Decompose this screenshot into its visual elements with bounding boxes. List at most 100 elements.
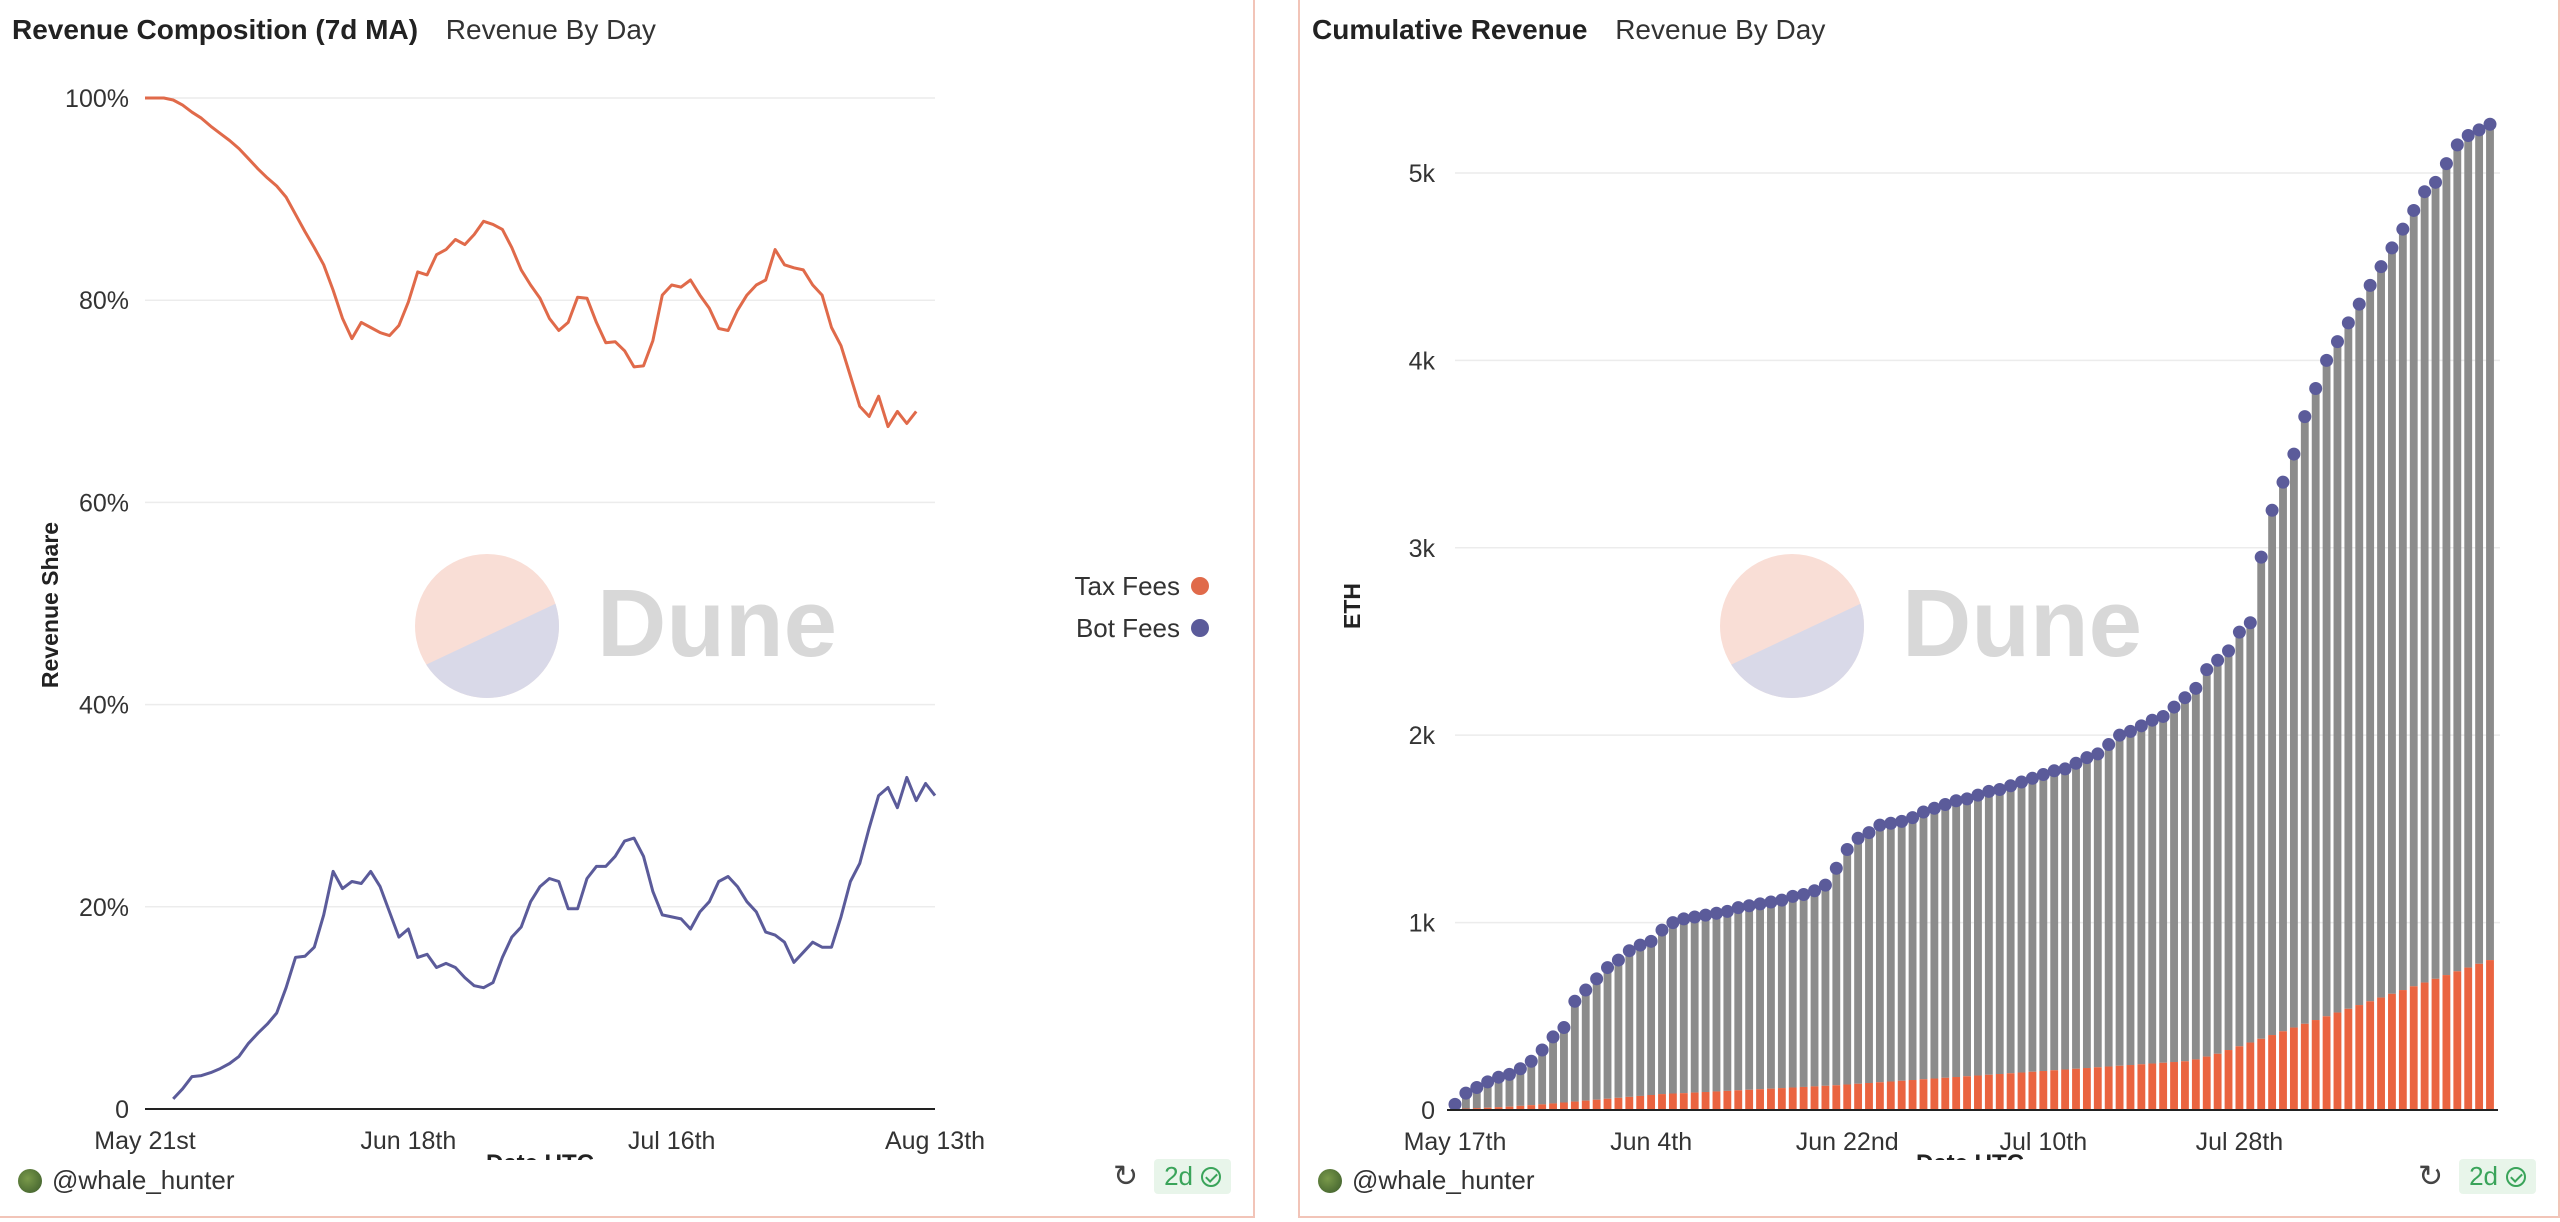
- bar-tax-fees: [2366, 1001, 2375, 1110]
- bar-tax-fees: [2148, 1063, 2157, 1110]
- bar-tax-fees: [1843, 1084, 1852, 1110]
- y-tick-label: 80%: [79, 287, 129, 315]
- cumulative-point: [1546, 1030, 1560, 1044]
- bar-tax-fees: [2159, 1062, 2168, 1110]
- cumulative-point: [1557, 1021, 1571, 1035]
- bar-bot-fees: [1647, 941, 1656, 1096]
- bar-bot-fees: [1843, 849, 1852, 1085]
- refresh-icon[interactable]: ↻: [1112, 1160, 1139, 1193]
- bar-bot-fees: [1603, 967, 1612, 1099]
- cumulative-point: [2069, 756, 2083, 770]
- bar-bot-fees: [1636, 945, 1645, 1096]
- bar-tax-fees: [2202, 1056, 2211, 1110]
- bar-bot-fees: [1745, 905, 1754, 1090]
- y-axis-label: ETH: [1339, 583, 1365, 629]
- cumulative-revenue-panel: Cumulative Revenue Revenue By Day 0 1k 2k 3…: [1298, 0, 2560, 1218]
- bar-bot-fees: [2061, 768, 2070, 1070]
- cumulative-point: [1644, 934, 1658, 948]
- chart-title: Revenue Composition (7d MA): [12, 14, 419, 45]
- bar-bot-fees: [2104, 744, 2113, 1067]
- bar-bot-fees: [1549, 1036, 1557, 1104]
- y-tick-label: 40%: [79, 692, 129, 720]
- cumulative-point: [1786, 889, 1800, 903]
- bar-bot-fees: [1712, 913, 1721, 1092]
- cumulative-point: [2418, 185, 2432, 199]
- bar-tax-fees: [2170, 1062, 2178, 1110]
- bar-bot-fees: [2311, 388, 2320, 1021]
- author-link[interactable]: @whale_hunter: [18, 1165, 235, 1196]
- bar-bot-fees: [1734, 907, 1743, 1091]
- cumulative-point: [1720, 904, 1734, 918]
- cumulative-point: [1884, 816, 1898, 830]
- bar-bot-fees: [1560, 1027, 1568, 1103]
- bar-tax-fees: [1560, 1102, 1568, 1110]
- cumulative-point: [1448, 1097, 1462, 1111]
- bar-bot-fees: [2453, 144, 2462, 972]
- refresh-icon[interactable]: ↻: [2417, 1160, 2444, 1193]
- cumulative-point: [1906, 811, 1920, 825]
- cumulative-point: [1873, 818, 1887, 832]
- author-link[interactable]: @whale_hunter: [1318, 1165, 1535, 1196]
- bar-tax-fees: [2333, 1012, 2342, 1110]
- cumulative-point: [2211, 653, 2225, 667]
- bar-tax-fees: [1483, 1107, 1492, 1110]
- y-tick-label: 0: [115, 1096, 129, 1124]
- bar-tax-fees: [2115, 1065, 2124, 1110]
- freshness-label: 2d: [1164, 1161, 1193, 1191]
- x-tick-label: May 21st: [94, 1127, 195, 1155]
- bar-tax-fees: [1963, 1076, 1971, 1110]
- bar-tax-fees: [1919, 1079, 1928, 1110]
- bar-bot-fees: [1538, 1050, 1547, 1105]
- bar-bot-fees: [1952, 800, 1961, 1078]
- bar-tax-fees: [2181, 1061, 2189, 1110]
- bar-bot-fees: [2202, 669, 2211, 1057]
- bar-tax-fees: [2191, 1059, 2200, 1110]
- bar-bot-fees: [1592, 978, 1601, 1100]
- cumulative-point: [1492, 1070, 1506, 1084]
- bar-tax-fees: [1592, 1099, 1601, 1110]
- query-name-link[interactable]: Revenue By Day: [445, 14, 656, 45]
- bar-bot-fees: [1930, 808, 1939, 1079]
- freshness-badge[interactable]: 2d: [2459, 1159, 2536, 1194]
- bar-bot-fees: [2017, 782, 2026, 1073]
- bar-bot-fees: [1821, 885, 1830, 1086]
- bar-tax-fees: [1527, 1105, 1536, 1110]
- bar-tax-fees: [1668, 1093, 1677, 1110]
- cumulative-point: [2407, 203, 2421, 217]
- cumulative-point: [1666, 916, 1680, 930]
- bar-bot-fees: [1472, 1087, 1481, 1109]
- bar-tax-fees: [2377, 997, 2385, 1110]
- cumulative-point: [2352, 297, 2366, 311]
- cumulative-point: [1797, 887, 1811, 901]
- bar-tax-fees: [2409, 986, 2418, 1110]
- cumulative-point: [2025, 771, 2039, 785]
- y-axis-label: Revenue Share: [37, 522, 63, 688]
- bar-tax-fees: [1723, 1090, 1732, 1110]
- x-tick-label: Jul 16th: [628, 1127, 716, 1155]
- bar-tax-fees: [1570, 1101, 1579, 1110]
- query-name-link[interactable]: Revenue By Day: [1615, 14, 1826, 45]
- y-tick-label: 4k: [1409, 347, 1436, 375]
- cumulative-point: [2134, 719, 2148, 733]
- cumulative-point: [2287, 447, 2301, 461]
- bar-bot-fees: [1984, 791, 1993, 1075]
- cumulative-point: [2123, 724, 2137, 738]
- bar-tax-fees: [1995, 1074, 2004, 1110]
- cumulative-point: [1916, 805, 1930, 819]
- bar-bot-fees: [2464, 135, 2473, 968]
- bar-bot-fees: [2170, 707, 2178, 1063]
- bar-tax-fees: [2431, 978, 2440, 1110]
- bar-bot-fees: [2355, 304, 2364, 1006]
- cumulative-point: [1829, 861, 1843, 875]
- check-circle-icon: [1201, 1166, 1221, 1187]
- bar-tax-fees: [1821, 1085, 1830, 1110]
- cumulative-point: [1927, 801, 1941, 815]
- bar-tax-fees: [2311, 1020, 2320, 1110]
- bar-bot-fees: [2246, 622, 2255, 1043]
- revenue-composition-panel: Revenue Composition (7d MA) Revenue By D…: [0, 0, 1255, 1218]
- cumulative-point: [1655, 923, 1669, 937]
- cumulative-point: [2461, 128, 2475, 142]
- series-line-tax-fees: [145, 96, 918, 429]
- bar-bot-fees: [1614, 960, 1623, 1098]
- freshness-badge[interactable]: 2d: [1154, 1159, 1231, 1194]
